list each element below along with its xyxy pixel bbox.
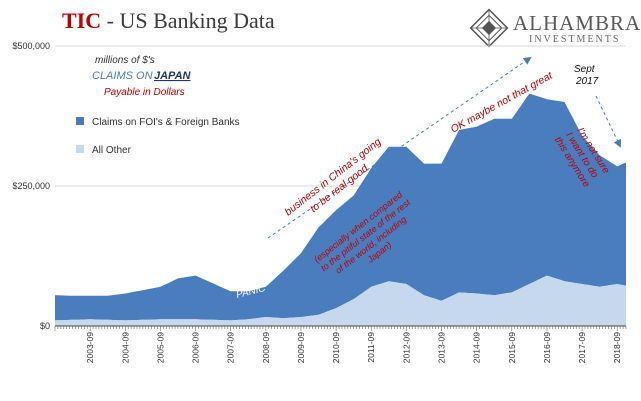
y-tick-labels: $0 $250,000 $500,000 [12,41,50,331]
x-tick-labels: 2003-09 2004-09 2005-09 2006-09 2007-09 2008-… [54,326,627,363]
x-tick-label: 2004-09 [120,332,130,363]
x-tick-label: 2011-09 [366,332,376,363]
y-tick-label: $250,000 [12,181,50,191]
title-rest: - US Banking Data [101,8,275,33]
diamond-logo-icon [469,8,509,48]
x-tick-label: 2007-09 [226,332,236,363]
japan-label: JAPAN [154,70,192,82]
x-tick-label: 2015-09 [507,332,517,363]
x-tick-label: 2017-09 [577,332,587,363]
company-logo: ALHAMBRA INVESTMENTS [467,8,640,48]
legend-label-foreign-banks: Claims on FOI's & Foreign Banks [92,117,240,128]
x-tick-label: 2010-09 [331,332,341,363]
units-label: millions of $'s [95,55,155,66]
legend-swatch-all-other [76,145,84,153]
x-tick-label: 2016-09 [542,332,552,363]
chart-title: TIC - US Banking Data [62,8,275,34]
upward-trend-arrow [267,56,532,239]
claims-on-label: CLAIMS ON [92,70,153,82]
x-tick-label: 2014-09 [472,332,482,363]
x-tick-label: 2009-09 [296,332,306,363]
x-tick-label: 2003-09 [85,332,95,363]
y-tick-label: $0 [40,321,50,331]
x-tick-label: 2012-09 [401,332,411,363]
x-tick-label: 2018-09 [612,332,622,363]
logo-subtitle: INVESTMENTS [529,34,621,45]
x-tick-label: 2006-09 [191,332,201,363]
logo-name: ALHAMBRA [513,11,641,35]
area-foreign-banks [55,93,626,321]
legend-label-all-other: All Other [92,145,132,156]
sept-year-label: 2017 [575,76,599,87]
payable-label: Payable in Dollars [104,87,185,98]
y-tick-label: $500,000 [12,41,50,51]
x-tick-label: 2005-09 [155,332,165,363]
legend-swatch-foreign-banks [76,117,84,125]
x-tick-label: 2008-09 [261,332,271,363]
title-prefix: TIC [62,8,102,33]
downward-trend-arrow [595,95,622,148]
sept-label: Sept [574,64,596,75]
x-tick-label: 2013-09 [437,332,447,363]
series-areas [55,93,626,326]
legend: millions of $'s CLAIMS ON JAPAN Payable … [76,55,240,156]
area-all-other [55,275,626,326]
